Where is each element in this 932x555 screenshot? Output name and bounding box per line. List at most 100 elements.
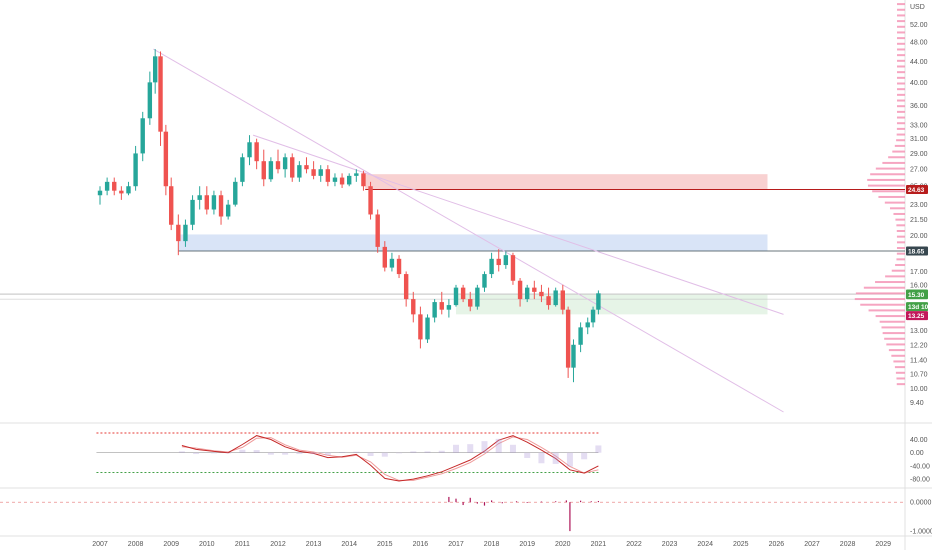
profile-bar	[897, 3, 905, 6]
profile-bar	[872, 190, 905, 193]
vol-bar	[569, 502, 571, 532]
osc-hist-bar	[453, 444, 459, 453]
osc-hist-bar	[396, 452, 403, 454]
profile-bar	[892, 150, 905, 153]
vol-bar	[448, 496, 450, 503]
price-tag-label: 15.30	[908, 292, 925, 299]
profile-bar	[896, 258, 905, 261]
osc-hist-bar	[367, 452, 374, 456]
osc-hist-bar	[495, 438, 502, 453]
zone-mid	[178, 234, 768, 251]
vol-bar	[555, 501, 557, 503]
zone-support	[456, 294, 768, 315]
profile-bar	[897, 76, 905, 79]
candle-body	[411, 299, 416, 315]
osc-hist-bar	[381, 452, 388, 457]
profile-bar	[897, 93, 905, 96]
time-tick-label: 2018	[484, 541, 500, 548]
price-tick-label: 48.00	[910, 40, 928, 47]
candle-body	[233, 181, 238, 205]
candle-body	[565, 309, 571, 368]
profile-bar	[897, 8, 905, 11]
price-tag-label: 13d 10h	[908, 304, 932, 311]
profile-bar	[885, 275, 905, 278]
candle-body	[354, 173, 359, 176]
price-tick-label: 10.70	[910, 371, 928, 378]
profile-bar	[897, 88, 905, 91]
candle-body	[169, 186, 174, 225]
time-tick-label: 2015	[377, 541, 393, 548]
profile-bar	[860, 303, 905, 306]
profile-bar	[896, 383, 905, 386]
price-tick-label: 9.40	[910, 400, 924, 407]
osc-hist-bar	[538, 452, 545, 464]
vol-bar	[455, 498, 457, 503]
profile-bar	[896, 229, 905, 232]
candle-body	[158, 56, 163, 132]
candle-body	[247, 142, 252, 158]
candle-body	[275, 161, 281, 170]
candle-body	[482, 274, 487, 288]
candle-body	[525, 287, 530, 300]
osc-hist-bar	[410, 451, 417, 453]
profile-bar	[882, 161, 905, 164]
candle-body	[496, 258, 501, 266]
price-tick-label: 16.00	[910, 282, 928, 289]
osc-hist-bar	[324, 452, 331, 456]
price-tag-bg	[906, 290, 928, 300]
price-tag-label: 13.25	[908, 313, 925, 320]
profile-bar	[897, 48, 905, 51]
profile-bar	[886, 343, 905, 346]
candle-body	[311, 169, 316, 176]
profile-bar	[896, 127, 905, 130]
candle-body	[425, 317, 430, 340]
osc-hist-bar	[178, 451, 185, 453]
candles-layer	[97, 49, 601, 383]
profile-bar	[854, 298, 905, 301]
osc-hist-bar	[566, 452, 573, 467]
time-tick-label: 2021	[591, 541, 607, 548]
profile-bar	[893, 360, 905, 363]
profile-bar	[879, 320, 905, 323]
price-tag-label: 18.65	[908, 248, 925, 255]
candle-body	[596, 293, 601, 310]
price-tick-label: 10.00	[910, 386, 928, 393]
candle-body	[218, 195, 224, 217]
candle-body	[510, 255, 516, 281]
oscillator-layer	[96, 432, 602, 482]
osc-hist-bar	[467, 444, 474, 453]
candle-body	[104, 181, 110, 191]
candle-body	[446, 305, 452, 310]
candle-body	[468, 299, 473, 307]
profile-bar	[888, 349, 905, 352]
profile-bar	[888, 156, 905, 159]
candle-body	[97, 190, 103, 196]
candle-body	[240, 157, 245, 182]
candle-body	[396, 258, 402, 275]
profile-bar	[875, 315, 905, 318]
time-tick-label: 2027	[804, 541, 820, 548]
price-tick-label: 44.00	[910, 59, 928, 66]
time-tick-label: 2008	[128, 541, 144, 548]
vol-bar	[515, 501, 518, 503]
profile-bar	[896, 235, 905, 238]
profile-bar	[889, 207, 905, 210]
profile-bar	[896, 99, 905, 102]
osc-hist-bar	[424, 451, 431, 453]
price-tick-label: 40.00	[910, 80, 928, 87]
trendlines-layer	[153, 48, 784, 413]
osc-hist-bar	[210, 452, 217, 454]
time-tick-label: 2012	[270, 541, 286, 548]
trendline-1	[252, 134, 784, 315]
candle-body	[460, 287, 466, 300]
osc-hist-bar	[239, 449, 246, 453]
time-tick-label: 2022	[626, 541, 642, 548]
profile-bar	[882, 332, 905, 335]
price-axis: USD 52.00 48.00 44.00 40.00 36.00 33.00 31.00 2…	[910, 4, 932, 536]
osc-hist-bar	[581, 452, 588, 460]
osc-k-line	[181, 435, 599, 482]
time-tick-label: 2020	[555, 541, 571, 548]
profile-bar	[897, 42, 905, 45]
time-axis: 2007 2008 2009 2010 2011 2012 2013 2014 2015 2016…	[92, 541, 891, 548]
profile-bar	[895, 264, 905, 267]
